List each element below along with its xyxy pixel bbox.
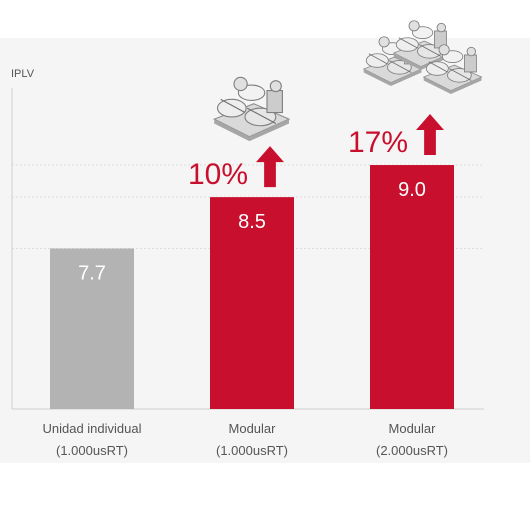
bar-value-label-0: 7.7 [78, 263, 106, 285]
category-label-0-0: Unidad individual [42, 421, 141, 436]
annotations: 10% 17% [188, 20, 483, 191]
bar-value-labels: 7.7 8.5 9.0 [78, 179, 426, 284]
category-label-0-1: (1.000usRT) [56, 443, 128, 458]
bar-2 [370, 165, 454, 409]
bars [50, 165, 454, 409]
arrow-up-icon-2 [416, 114, 444, 156]
chiller-unit-icon-1 [212, 76, 291, 142]
increase-label-2: 17% [348, 126, 408, 159]
category-label-1-0: Modular [229, 421, 277, 436]
bar-1 [210, 197, 294, 409]
category-labels: Unidad individual (1.000usRT) Modular (1.00… [42, 421, 448, 458]
arrow-up-icon-1 [256, 146, 284, 188]
category-label-1-1: (1.000usRT) [216, 443, 288, 458]
bar-0 [50, 248, 134, 409]
increase-label-1: 10% [188, 158, 248, 191]
category-label-2-0: Modular [389, 421, 437, 436]
y-axis-title: IPLV [11, 68, 35, 80]
chiller-unit-icon-2 [362, 20, 483, 95]
bar-value-label-2: 9.0 [398, 179, 426, 201]
bar-value-label-1: 8.5 [238, 211, 266, 233]
category-label-2-1: (2.000usRT) [376, 443, 448, 458]
